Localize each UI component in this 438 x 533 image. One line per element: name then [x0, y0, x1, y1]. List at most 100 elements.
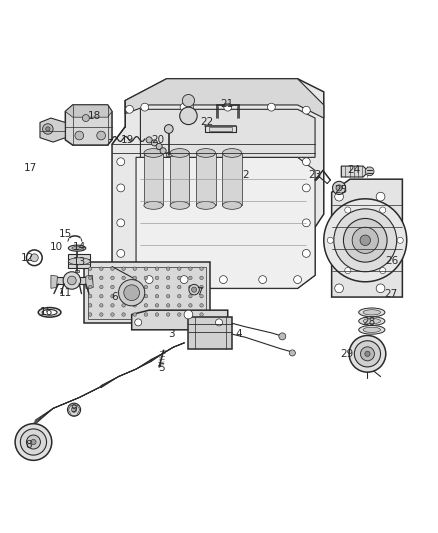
Circle shape — [166, 276, 170, 280]
Circle shape — [151, 140, 157, 146]
Polygon shape — [40, 118, 65, 142]
Text: 8: 8 — [25, 440, 32, 450]
Circle shape — [302, 184, 310, 192]
Polygon shape — [84, 262, 210, 323]
Circle shape — [332, 181, 346, 195]
Circle shape — [177, 285, 181, 289]
Polygon shape — [125, 79, 324, 118]
Circle shape — [200, 313, 203, 316]
Circle shape — [67, 276, 76, 285]
Circle shape — [99, 267, 103, 270]
Ellipse shape — [68, 258, 90, 265]
Circle shape — [327, 237, 333, 244]
Circle shape — [268, 103, 276, 111]
Circle shape — [376, 192, 385, 201]
Circle shape — [144, 276, 148, 280]
Ellipse shape — [223, 149, 242, 157]
Text: 11: 11 — [59, 288, 72, 298]
Circle shape — [155, 267, 159, 270]
Polygon shape — [141, 109, 315, 157]
Circle shape — [71, 407, 77, 413]
Circle shape — [365, 167, 374, 176]
Circle shape — [133, 304, 137, 307]
Ellipse shape — [144, 149, 163, 157]
Text: 25: 25 — [334, 185, 347, 195]
Circle shape — [380, 268, 386, 273]
Circle shape — [189, 304, 192, 307]
Circle shape — [335, 192, 343, 201]
Circle shape — [397, 237, 403, 244]
Ellipse shape — [363, 318, 381, 324]
Text: 21: 21 — [220, 99, 233, 109]
Circle shape — [155, 285, 159, 289]
Circle shape — [15, 424, 52, 461]
Circle shape — [345, 268, 351, 273]
Circle shape — [160, 148, 166, 154]
Circle shape — [111, 267, 114, 270]
Circle shape — [302, 106, 310, 114]
Ellipse shape — [359, 317, 385, 326]
Circle shape — [122, 313, 125, 316]
Circle shape — [177, 304, 181, 307]
Ellipse shape — [170, 201, 189, 209]
Circle shape — [122, 267, 125, 270]
Text: 9: 9 — [71, 404, 78, 414]
Text: 3: 3 — [168, 329, 174, 339]
Circle shape — [219, 276, 227, 284]
Circle shape — [117, 158, 125, 166]
Circle shape — [200, 267, 203, 270]
Text: 18: 18 — [88, 111, 101, 121]
Ellipse shape — [223, 201, 242, 209]
Circle shape — [166, 267, 170, 270]
Circle shape — [166, 304, 170, 307]
Text: 2: 2 — [242, 170, 248, 180]
Circle shape — [360, 235, 371, 246]
Circle shape — [200, 294, 203, 298]
Circle shape — [88, 304, 92, 307]
Circle shape — [189, 294, 192, 298]
Circle shape — [200, 304, 203, 307]
Circle shape — [166, 285, 170, 289]
Circle shape — [354, 341, 381, 367]
Circle shape — [156, 143, 162, 149]
Circle shape — [324, 199, 407, 282]
Circle shape — [133, 267, 137, 270]
Circle shape — [155, 313, 159, 316]
Polygon shape — [332, 179, 403, 297]
Circle shape — [302, 158, 310, 166]
Ellipse shape — [38, 308, 61, 317]
Circle shape — [126, 106, 134, 113]
Circle shape — [166, 313, 170, 316]
Circle shape — [336, 185, 342, 191]
Ellipse shape — [359, 326, 385, 334]
Circle shape — [20, 429, 46, 455]
Polygon shape — [196, 153, 215, 205]
Circle shape — [99, 304, 103, 307]
Circle shape — [144, 294, 148, 298]
Circle shape — [279, 333, 286, 340]
Circle shape — [293, 276, 301, 284]
Polygon shape — [26, 443, 41, 448]
Circle shape — [349, 335, 386, 372]
Circle shape — [111, 285, 114, 289]
Circle shape — [88, 294, 92, 298]
Circle shape — [166, 294, 170, 298]
Circle shape — [155, 276, 159, 280]
Bar — [75, 270, 79, 272]
Circle shape — [133, 294, 137, 298]
Circle shape — [124, 285, 140, 301]
Text: 4: 4 — [235, 329, 242, 339]
Circle shape — [46, 127, 50, 131]
Circle shape — [99, 294, 103, 298]
Ellipse shape — [363, 310, 381, 315]
Circle shape — [88, 313, 92, 316]
Text: 16: 16 — [40, 308, 53, 317]
Ellipse shape — [359, 308, 385, 317]
Circle shape — [164, 125, 173, 133]
Circle shape — [200, 276, 203, 280]
Circle shape — [133, 285, 137, 289]
Text: 28: 28 — [362, 317, 375, 327]
Circle shape — [352, 227, 378, 253]
Circle shape — [144, 313, 148, 316]
Polygon shape — [51, 277, 92, 284]
